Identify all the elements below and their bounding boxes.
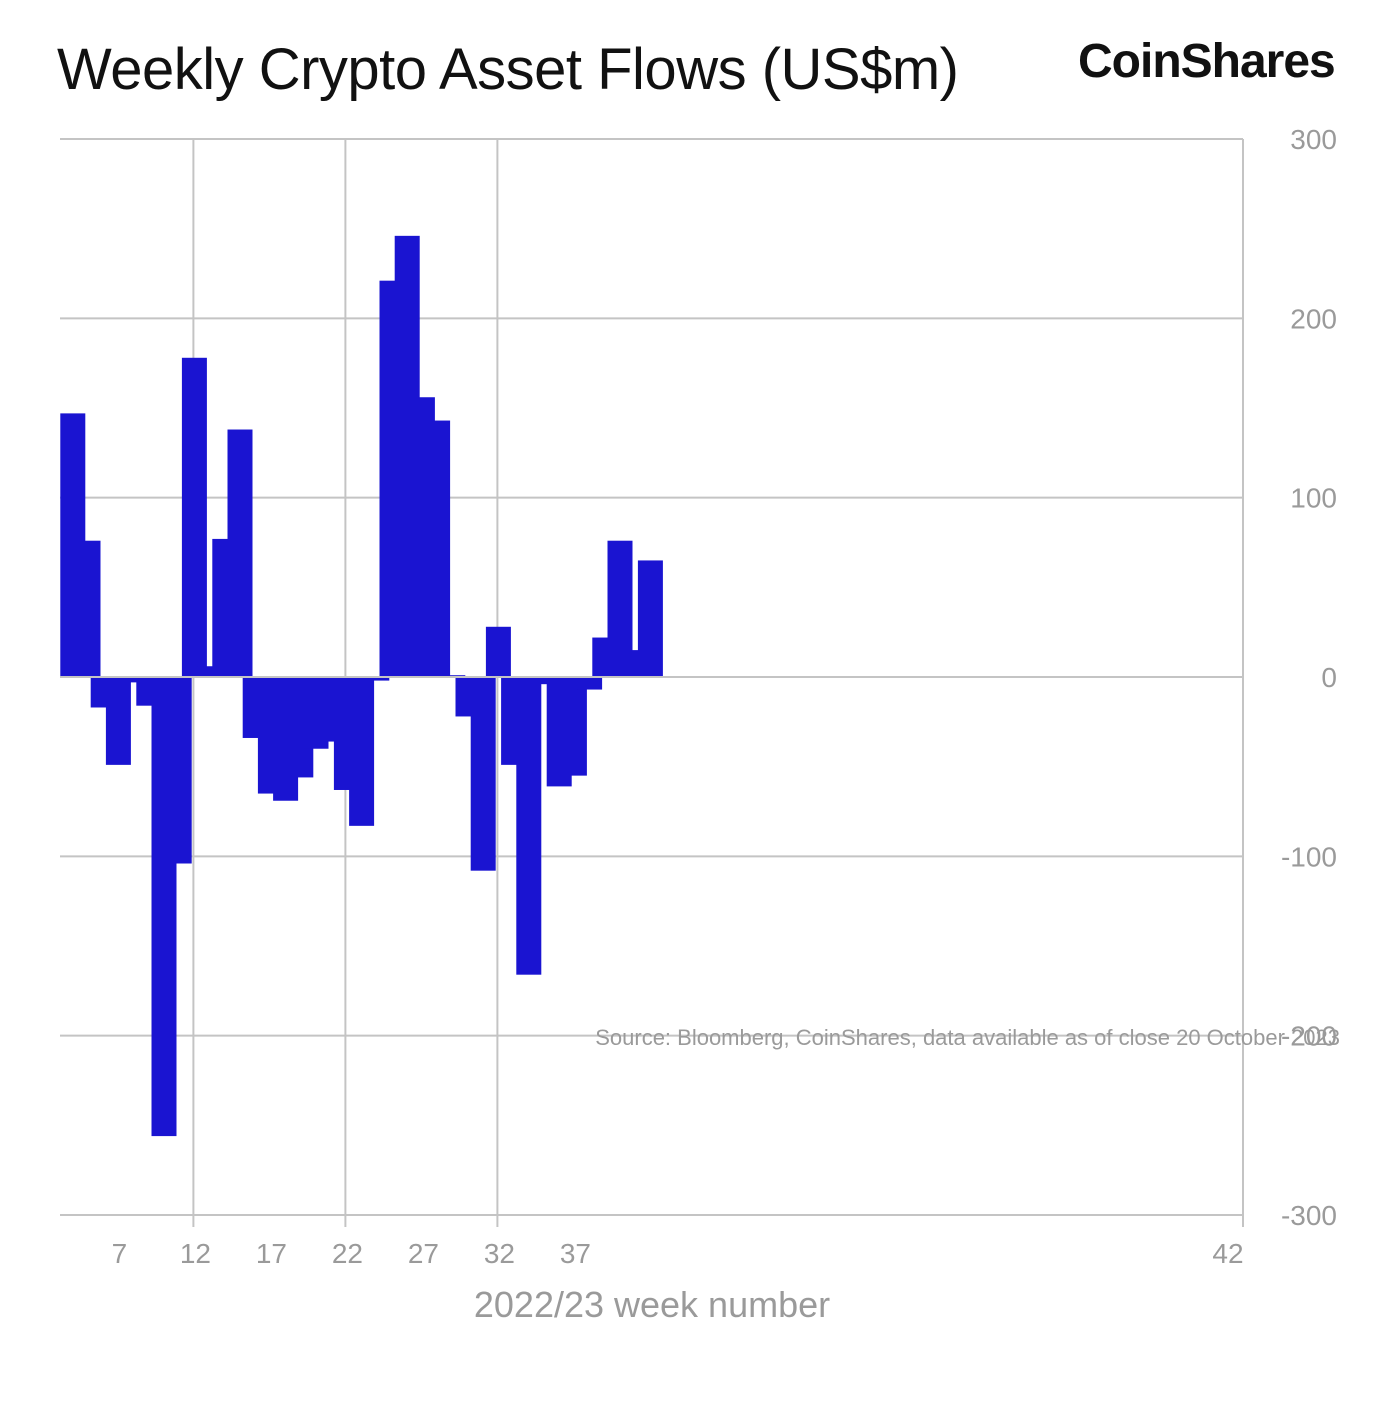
- y-tick-label: 100: [1290, 483, 1337, 514]
- x-tick-label: 17: [256, 1238, 287, 1269]
- y-tick-label: -200: [1281, 1021, 1337, 1052]
- y-tick-label: 0: [1321, 662, 1337, 693]
- bar: [531, 677, 557, 685]
- x-tick-label: 7: [112, 1238, 128, 1269]
- bar: [227, 429, 253, 677]
- bar: [637, 560, 663, 677]
- grid: [60, 138, 1244, 1227]
- bar: [485, 626, 511, 677]
- y-axis: 300 200 100 0 -100 -200 -300: [1281, 124, 1337, 1231]
- y-tick-label: -300: [1281, 1200, 1337, 1231]
- bar: [181, 357, 207, 677]
- bar: [425, 420, 451, 677]
- bar: [105, 677, 131, 765]
- y-tick-label: -100: [1281, 841, 1337, 872]
- x-tick-label: 32: [484, 1238, 515, 1269]
- x-tick-label: 37: [560, 1238, 591, 1269]
- x-axis-title: 2022/23 week number: [474, 1284, 830, 1325]
- x-tick-label: 22: [332, 1238, 363, 1269]
- x-tick-label: 42: [1212, 1238, 1243, 1269]
- bar: [197, 666, 223, 677]
- x-axis: 7 12 17 22 27 32 37 42: [112, 1238, 1244, 1269]
- bar: [516, 677, 542, 975]
- bar: [470, 677, 496, 871]
- bar: [121, 677, 147, 683]
- x-tick-label: 12: [180, 1238, 211, 1269]
- bar: [166, 677, 192, 864]
- bar: [561, 677, 587, 776]
- bars: [60, 235, 1243, 1137]
- brand-logo: CoinShares: [1078, 35, 1336, 88]
- x-tick-label: 27: [408, 1238, 439, 1269]
- bar: [349, 677, 375, 826]
- y-tick-label: 300: [1290, 124, 1337, 155]
- bar: [75, 540, 101, 677]
- chart-title: Weekly Crypto Asset Flows (US$m): [57, 37, 959, 102]
- bar: [577, 677, 603, 690]
- source-note: Source: Bloomberg, CoinShares, data avai…: [595, 1025, 1340, 1050]
- bar: [364, 677, 390, 681]
- y-tick-label: 200: [1290, 303, 1337, 334]
